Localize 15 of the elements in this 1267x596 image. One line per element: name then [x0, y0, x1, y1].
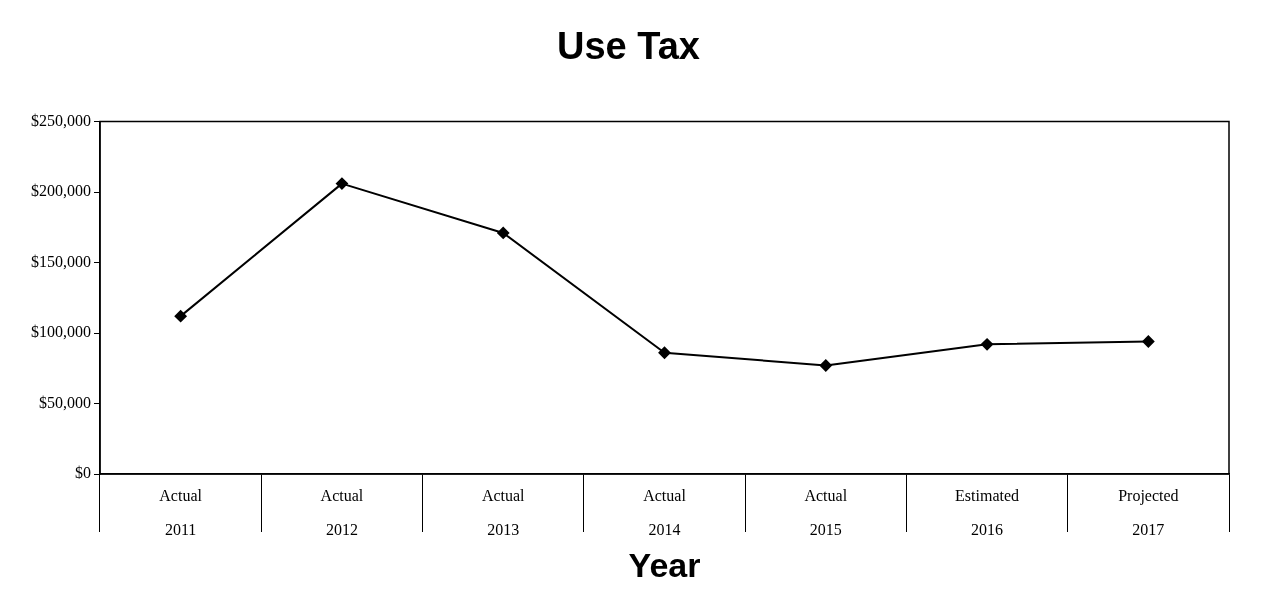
y-tick-label: $200,000: [31, 182, 91, 200]
y-tick-label: $250,000: [31, 111, 91, 129]
x-tick-label: Actual 2011: [159, 487, 203, 538]
x-tick-label: Actual 2015: [804, 487, 848, 538]
x-tick-label: Estimated 2016: [955, 487, 1020, 538]
x-tick-label: Actual 2012: [320, 487, 364, 538]
x-tick-label: Actual 2014: [643, 487, 687, 538]
y-tick-label: $50,000: [39, 393, 91, 411]
x-tick-label: Projected 2017: [1118, 487, 1179, 538]
chart-title: Use Tax: [557, 25, 700, 68]
x-axis-title: Year: [628, 545, 701, 584]
y-tick-label: $0: [75, 464, 91, 482]
y-tick-label: $100,000: [31, 323, 91, 341]
x-tick-label: Actual 2013: [481, 487, 526, 538]
y-tick-label: $150,000: [31, 252, 91, 270]
